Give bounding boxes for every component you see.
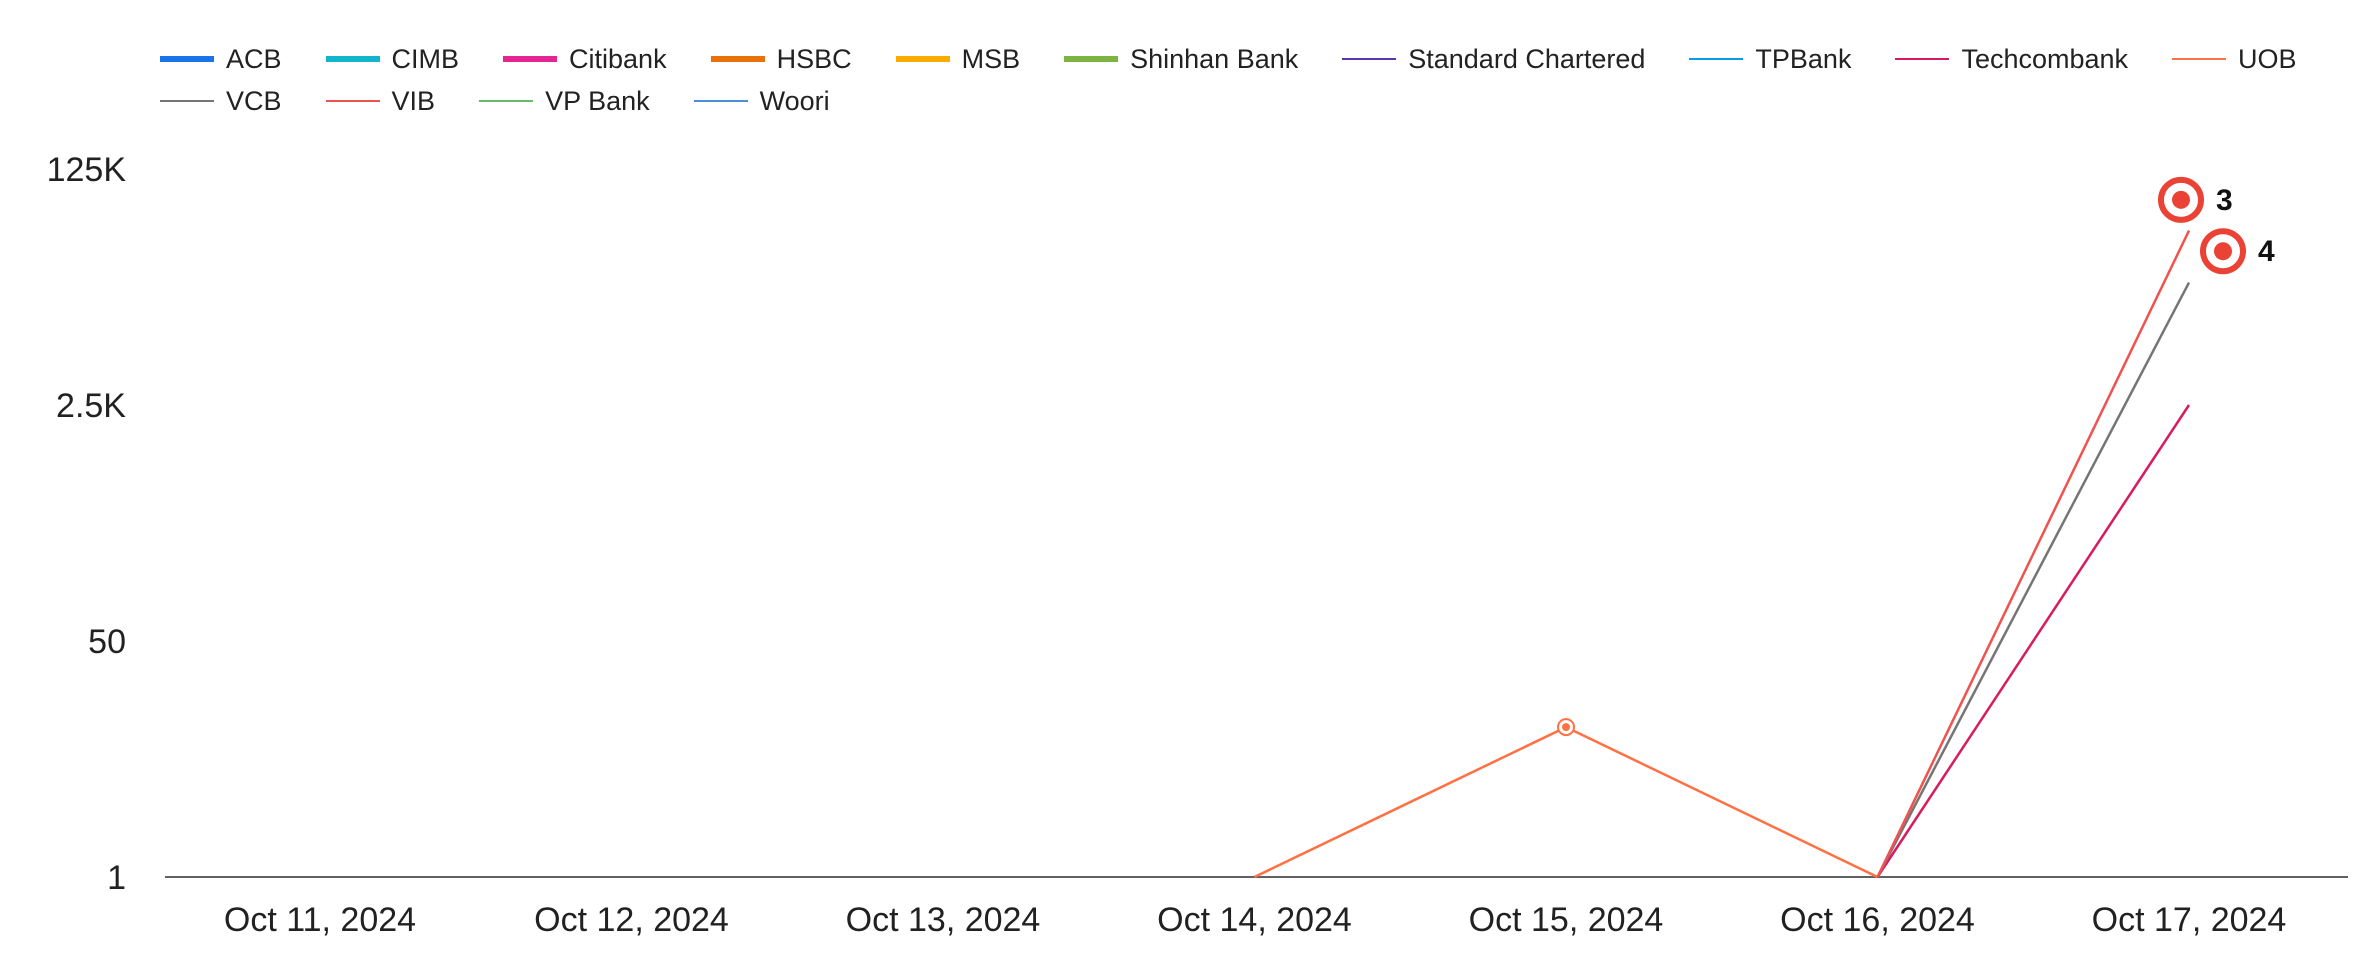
- legend-label: Techcombank: [1961, 43, 2129, 74]
- legend-swatch: [710, 56, 765, 62]
- legend-item-hsbc[interactable]: HSBC: [710, 43, 852, 75]
- x-tick-label: Oct 12, 2024: [534, 901, 729, 939]
- y-tick-label: 50: [88, 623, 126, 661]
- legend-label: ACB: [226, 43, 282, 74]
- x-tick-label: Oct 15, 2024: [1469, 901, 1664, 939]
- legend-swatch: [1342, 58, 1397, 60]
- annotation-dot: [2214, 242, 2232, 261]
- legend-row: VCB VIB VP Bank Woori: [160, 80, 2340, 122]
- series-lines: [1253, 230, 2191, 879]
- y-tick-label: 125K: [47, 151, 127, 189]
- legend-label: CIMB: [391, 43, 460, 74]
- legend-item-woori[interactable]: Woori: [693, 85, 830, 117]
- x-tick-label: Oct 13, 2024: [846, 901, 1041, 939]
- legend-label: Standard Chartered: [1408, 43, 1646, 74]
- legend-label: Woori: [759, 85, 830, 116]
- legend-item-vp-bank[interactable]: VP Bank: [479, 86, 650, 117]
- legend-swatch: [325, 56, 380, 62]
- legend-label: TPBank: [1755, 43, 1852, 74]
- legend-item-techcombank[interactable]: Techcombank: [1895, 44, 2128, 75]
- legend-item-cimb[interactable]: CIMB: [325, 43, 460, 75]
- series-line-uob[interactable]: [1253, 725, 1879, 879]
- series-line-vib[interactable]: [1876, 230, 2191, 878]
- y-axis-labels: 1 50 2.5K 125K: [47, 151, 127, 897]
- annotation-label: 4: [2258, 235, 2275, 268]
- x-tick-label: Oct 16, 2024: [1780, 901, 1975, 939]
- legend-label: MSB: [961, 43, 1021, 74]
- chart-legend: ACB CIMB Citibank HSBC MSB Shinhan Bank Standa…: [160, 38, 2340, 122]
- annotations: 34: [2158, 176, 2275, 275]
- legend-row: ACB CIMB Citibank HSBC MSB Shinhan Bank Standa…: [160, 38, 2340, 80]
- series-line-vcb[interactable]: [1876, 282, 2191, 878]
- legend-swatch: [479, 100, 534, 102]
- legend-item-msb[interactable]: MSB: [895, 43, 1021, 75]
- legend-label: Shinhan Bank: [1130, 43, 1299, 74]
- legend-item-standard-chartered[interactable]: Standard Chartered: [1342, 44, 1645, 75]
- legend-label: HSBC: [776, 43, 852, 74]
- legend-swatch: [325, 100, 380, 102]
- legend-swatch: [693, 100, 748, 102]
- legend-swatch: [2172, 58, 2227, 60]
- legend-label: VIB: [391, 85, 436, 116]
- legend-label: VP Bank: [545, 85, 650, 116]
- x-tick-label: Oct 17, 2024: [2092, 901, 2287, 939]
- series-line-techcombank[interactable]: [1876, 404, 2191, 878]
- legend-swatch: [895, 56, 950, 62]
- legend-item-shinhan-bank[interactable]: Shinhan Bank: [1064, 44, 1298, 75]
- legend-label: UOB: [2238, 43, 2297, 74]
- legend-item-vib[interactable]: VIB: [325, 85, 436, 117]
- legend-swatch: [160, 100, 214, 102]
- annotation-marker-4[interactable]: 4: [2200, 228, 2275, 275]
- legend-swatch: [1689, 58, 1744, 60]
- legend-item-tpbank[interactable]: TPBank: [1689, 44, 1851, 75]
- annotation-marker-3[interactable]: 3: [2158, 176, 2233, 223]
- legend-item-citibank[interactable]: Citibank: [503, 44, 667, 75]
- data-point-marker-dot: [1562, 723, 1570, 732]
- legend-swatch: [503, 56, 558, 62]
- x-axis-labels: Oct 11, 2024 Oct 12, 2024 Oct 13, 2024 Oct …: [224, 901, 2286, 939]
- legend-swatch: [1064, 56, 1119, 62]
- annotation-dot: [2172, 190, 2190, 209]
- x-tick-label: Oct 11, 2024: [224, 901, 416, 939]
- legend-label: VCB: [226, 85, 282, 116]
- legend-item-vcb[interactable]: VCB: [160, 86, 282, 117]
- legend-item-acb[interactable]: ACB: [160, 44, 282, 75]
- y-tick-label: 1: [107, 859, 126, 897]
- annotation-label: 3: [2216, 184, 2233, 217]
- legend-item-uob[interactable]: UOB: [2172, 44, 2297, 75]
- x-tick-label: Oct 14, 2024: [1157, 901, 1352, 939]
- y-tick-label: 2.5K: [56, 387, 126, 425]
- legend-label: Citibank: [569, 43, 667, 74]
- legend-swatch: [160, 56, 214, 62]
- legend-swatch: [1895, 58, 1950, 60]
